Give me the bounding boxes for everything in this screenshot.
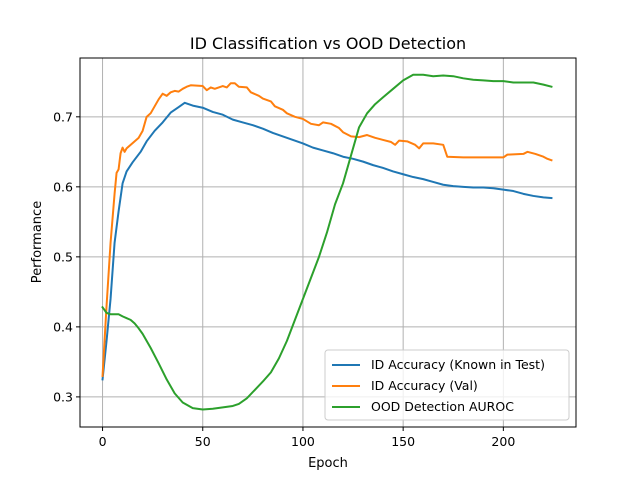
y-tick-label: 0.6 <box>53 179 73 194</box>
x-tick-label: 50 <box>195 434 211 449</box>
series-line-ood-detection-auroc <box>101 73 553 411</box>
series-line-id-accuracy-known-in-test <box>101 101 553 381</box>
x-tick-label: 200 <box>491 434 515 449</box>
y-tick-label: 0.4 <box>53 319 73 334</box>
legend-label-id-accuracy-val: ID Accuracy (Val) <box>371 378 478 393</box>
chart-title: ID Classification vs OOD Detection <box>190 34 466 53</box>
series-lines <box>101 73 553 411</box>
legend-label-ood-auroc: OOD Detection AUROC <box>371 399 514 414</box>
y-tick-label: 0.3 <box>53 389 73 404</box>
x-tick-label: 100 <box>291 434 315 449</box>
y-tick-label: 0.7 <box>53 109 73 124</box>
y-axis-label: Performance <box>30 201 45 283</box>
y-tick-label: 0.5 <box>53 249 73 264</box>
y-axis-ticks: 0.3 0.4 0.5 0.6 0.7 <box>53 109 80 404</box>
plot-area-frame <box>79 57 577 428</box>
x-tick-label: 150 <box>391 434 415 449</box>
x-axis-ticks: 0 50 100 150 200 <box>99 427 515 449</box>
series-line-id-accuracy-val <box>101 82 553 377</box>
legend-label-id-accuracy-known: ID Accuracy (Known in Test) <box>371 357 545 372</box>
x-axis-label: Epoch <box>308 456 348 471</box>
legend-box <box>324 349 570 421</box>
x-tick-label: 0 <box>99 434 107 449</box>
legend: ID Accuracy (Known in Test) ID Accuracy … <box>324 349 570 421</box>
